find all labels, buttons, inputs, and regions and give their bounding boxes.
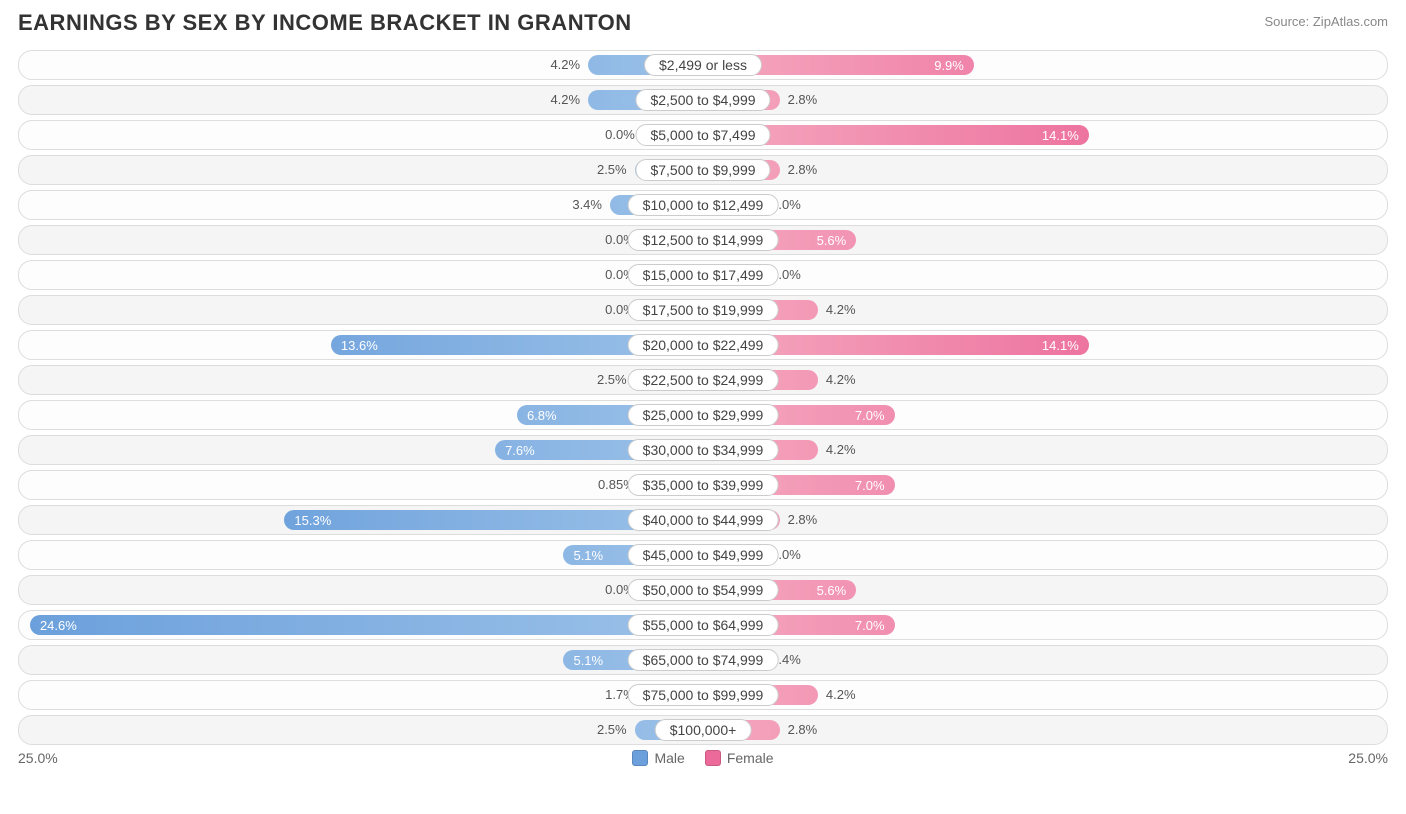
bar-row: 24.6% 7.0% $55,000 to $64,999 [18, 610, 1388, 640]
bracket-label: $5,000 to $7,499 [635, 124, 770, 146]
female-swatch-icon [705, 750, 721, 766]
chart-header: EARNINGS BY SEX BY INCOME BRACKET IN GRA… [18, 10, 1388, 36]
female-value: 4.2% [818, 370, 856, 390]
female-value: 5.6% [807, 583, 857, 598]
bracket-label: $17,500 to $19,999 [628, 299, 779, 321]
legend-label-female: Female [727, 750, 774, 766]
male-bar: 24.6% [30, 615, 703, 635]
legend-item-male: Male [632, 750, 684, 766]
bar-row: 0.0%14.1%$5,000 to $7,499 [18, 120, 1388, 150]
bar-row: 2.5% 2.8% $100,000+ [18, 715, 1388, 745]
bracket-label: $75,000 to $99,999 [628, 684, 779, 706]
male-value: 3.4% [572, 195, 610, 215]
female-value: 5.6% [807, 233, 857, 248]
male-value: 5.1% [563, 548, 613, 563]
male-value: 24.6% [30, 618, 87, 633]
female-value: 7.0% [845, 618, 895, 633]
bracket-label: $15,000 to $17,499 [628, 264, 779, 286]
male-value: 7.6% [495, 443, 545, 458]
bracket-label: $65,000 to $74,999 [628, 649, 779, 671]
chart-footer: 25.0% Male Female 25.0% [18, 750, 1388, 766]
male-value: 4.2% [550, 55, 588, 75]
bracket-label: $50,000 to $54,999 [628, 579, 779, 601]
female-value: 4.2% [818, 685, 856, 705]
female-value: 7.0% [845, 408, 895, 423]
bar-row: 0.0%4.2%$17,500 to $19,999 [18, 295, 1388, 325]
female-value: 2.8% [780, 160, 818, 180]
female-value: 2.8% [780, 720, 818, 740]
bracket-label: $35,000 to $39,999 [628, 474, 779, 496]
female-value: 4.2% [818, 300, 856, 320]
diverging-bar-chart: 4.2%9.9%$2,499 or less4.2%2.8%$2,500 to … [18, 50, 1388, 745]
male-swatch-icon [632, 750, 648, 766]
legend-label-male: Male [654, 750, 684, 766]
chart-source: Source: ZipAtlas.com [1264, 14, 1388, 29]
female-value: 2.8% [780, 90, 818, 110]
bracket-label: $7,500 to $9,999 [635, 159, 770, 181]
bar-row: 0.0%5.6%$12,500 to $14,999 [18, 225, 1388, 255]
bracket-label: $25,000 to $29,999 [628, 404, 779, 426]
male-value: 2.5% [597, 160, 635, 180]
bracket-label: $12,500 to $14,999 [628, 229, 779, 251]
bar-row: 4.2% 9.9% $2,499 or less [18, 50, 1388, 80]
bar-row: 7.6% 4.2% $30,000 to $34,999 [18, 435, 1388, 465]
bracket-label: $100,000+ [655, 719, 752, 741]
male-value: 13.6% [331, 338, 388, 353]
bar-row: 0.0%0.0%$15,000 to $17,499 [18, 260, 1388, 290]
female-value: 4.2% [818, 440, 856, 460]
male-value: 6.8% [517, 408, 567, 423]
legend-item-female: Female [705, 750, 774, 766]
female-value: 14.1% [1032, 338, 1089, 353]
female-value: 7.0% [845, 478, 895, 493]
female-value: 2.8% [780, 510, 818, 530]
female-value: 14.1% [1032, 128, 1089, 143]
bar-row: 15.3% 2.8%$40,000 to $44,999 [18, 505, 1388, 535]
bar-row: 1.7%4.2%$75,000 to $99,999 [18, 680, 1388, 710]
bracket-label: $2,500 to $4,999 [635, 89, 770, 111]
bar-row: 5.1%0.0%$45,000 to $49,999 [18, 540, 1388, 570]
bracket-label: $22,500 to $24,999 [628, 369, 779, 391]
bracket-label: $2,499 or less [644, 54, 762, 76]
male-value: 4.2% [550, 90, 588, 110]
bracket-label: $30,000 to $34,999 [628, 439, 779, 461]
bar-row: 4.2% 2.8% $2,500 to $4,999 [18, 85, 1388, 115]
bar-row: 6.8% 7.0% $25,000 to $29,999 [18, 400, 1388, 430]
axis-left-max: 25.0% [18, 750, 58, 766]
axis-right-max: 25.0% [1348, 750, 1388, 766]
male-value: 5.1% [563, 653, 613, 668]
bar-row: 13.6% 14.1% $20,000 to $22,499 [18, 330, 1388, 360]
bracket-label: $20,000 to $22,499 [628, 334, 779, 356]
bracket-label: $40,000 to $44,999 [628, 509, 779, 531]
female-value: 9.9% [924, 58, 974, 73]
bar-row: 3.4%0.0%$10,000 to $12,499 [18, 190, 1388, 220]
male-value: 15.3% [284, 513, 341, 528]
bar-row: 2.5% 2.8% $7,500 to $9,999 [18, 155, 1388, 185]
bracket-label: $55,000 to $64,999 [628, 614, 779, 636]
bar-row: 5.1%1.4%$65,000 to $74,999 [18, 645, 1388, 675]
bar-row: 0.0%5.6%$50,000 to $54,999 [18, 575, 1388, 605]
bar-row: 0.85%7.0%$35,000 to $39,999 [18, 470, 1388, 500]
chart-title: EARNINGS BY SEX BY INCOME BRACKET IN GRA… [18, 10, 632, 36]
legend: Male Female [632, 750, 773, 766]
bracket-label: $10,000 to $12,499 [628, 194, 779, 216]
bracket-label: $45,000 to $49,999 [628, 544, 779, 566]
male-value: 2.5% [597, 720, 635, 740]
bar-row: 2.5%4.2%$22,500 to $24,999 [18, 365, 1388, 395]
